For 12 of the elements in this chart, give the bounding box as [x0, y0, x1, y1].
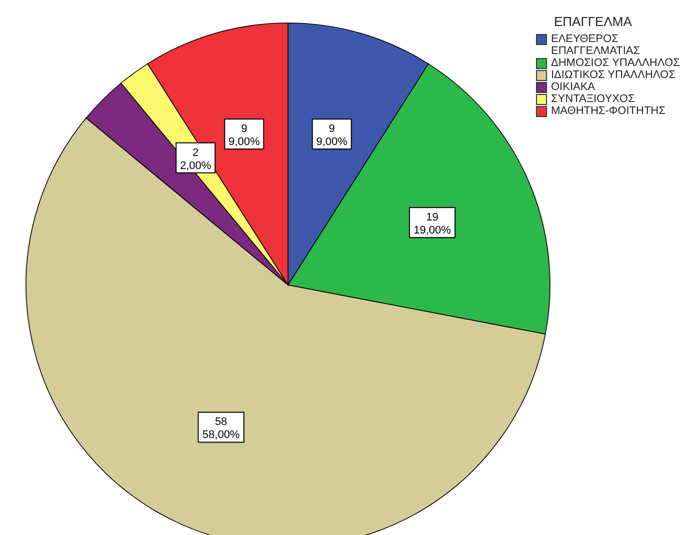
data-label: 19 19,00%	[414, 212, 452, 237]
legend-label: ΔΗΜΟΣΙΟΣ ΥΠΑΛΛΗΛΟΣ	[551, 57, 681, 69]
data-label: 58 58,00%	[202, 416, 240, 442]
data-label: 2 2,00%	[180, 146, 212, 172]
legend-label: ΜΑΘΗΤΗΣ-ΦΟΙΤΗΤΗΣ	[551, 105, 666, 117]
legend-label: ΙΔΙΩΤΙΚΟΣ ΥΠΑΛΛΗΛΟΣ	[551, 69, 676, 81]
data-label: 9 9,00%	[316, 123, 348, 148]
legend-label: ΕΛΕΥΘΕΡΟΣ ΕΠΑΓΓΕΛΜΑΤΙΑΣ	[551, 33, 642, 57]
legend-title: ΕΠΑΓΓΕΛΜΑ	[554, 14, 633, 29]
data-label: 9 9,00%	[228, 123, 260, 148]
legend-label: ΣΥΝΤΑΞΙΟΥΧΟΣ	[551, 93, 636, 105]
legend-label: ΟΙΚΙΑΚΑ	[551, 81, 596, 93]
